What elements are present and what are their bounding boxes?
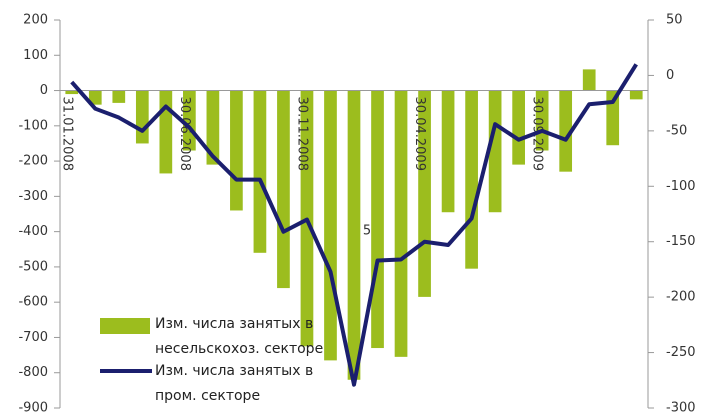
y2-tick-label: -250 [666,345,696,360]
bar [159,90,173,174]
bar [535,90,549,151]
y-tick-label: -700 [18,330,48,345]
y-tick-label: -500 [18,259,48,274]
bar [135,90,149,144]
x-tick-label: 30.04.2009 [412,97,427,171]
y-tick-label: 0 [40,83,48,98]
bar [559,90,573,172]
bar [206,90,220,165]
bar [347,90,361,380]
bar [488,90,502,213]
x-tick-label: 30.11.2008 [294,97,309,171]
y-tick-label: -600 [18,295,48,310]
y-tick-label: 200 [23,13,48,28]
y-tick-label: 100 [23,48,48,63]
y2-tick-label: -100 [666,179,696,194]
bar [441,90,455,213]
y2-tick-label: -50 [666,123,687,138]
bar [465,90,478,269]
bar [277,90,290,289]
bar [253,90,267,253]
legend-label: Изм. числа занятых в несельскохоз. секто… [155,316,324,357]
y2-tick-label: -150 [666,234,696,249]
bar [512,90,525,165]
y-tick-label: -900 [18,401,48,414]
y-tick-label: -100 [18,118,48,133]
x-tick-label: 30.06.2008 [177,97,192,171]
bar [65,90,79,95]
legend-swatch [100,318,150,334]
bar [183,90,196,151]
y-tick-label: -800 [18,365,48,380]
bar [112,90,126,103]
y-tick-label: -300 [18,189,48,204]
bar [582,69,596,91]
x-tick-label: 31.01.2008 [59,97,74,171]
y-tick-label: -200 [18,154,48,169]
bar [88,90,102,105]
legend-label: Изм. числа занятых в пром. секторе [155,363,314,404]
bar [230,90,243,211]
y2-tick-label: 0 [666,68,674,83]
annotation: 5 [363,224,371,239]
y2-tick-label: -300 [666,401,696,414]
y2-tick-label: 50 [666,13,683,28]
bar [394,90,408,357]
bar [629,90,643,100]
bar [371,90,384,349]
y2-tick-label: -200 [666,290,696,305]
line [70,63,638,387]
y-tick-label: -400 [18,224,48,239]
